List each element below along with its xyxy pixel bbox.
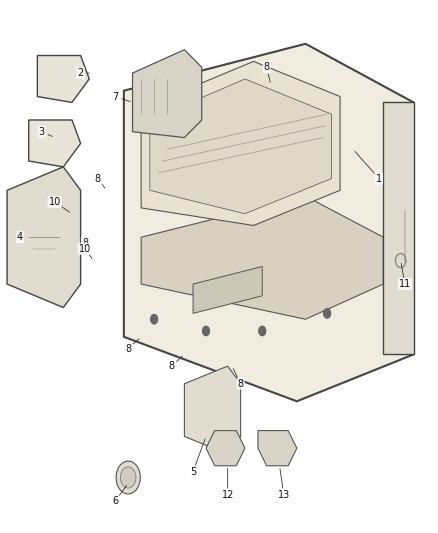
PathPatch shape (206, 431, 245, 466)
PathPatch shape (258, 431, 297, 466)
Circle shape (259, 326, 266, 336)
PathPatch shape (383, 102, 413, 354)
Circle shape (324, 309, 331, 318)
Text: 8: 8 (82, 238, 88, 248)
Text: 1: 1 (376, 174, 382, 183)
Text: 8: 8 (168, 361, 174, 371)
Text: 8: 8 (95, 174, 101, 183)
PathPatch shape (133, 50, 202, 138)
Text: 8: 8 (237, 379, 244, 389)
Text: 13: 13 (278, 490, 290, 500)
Circle shape (116, 461, 140, 494)
Circle shape (120, 467, 136, 488)
Text: 2: 2 (78, 68, 84, 78)
Text: 4: 4 (17, 232, 23, 242)
PathPatch shape (141, 61, 340, 225)
Circle shape (151, 314, 158, 324)
PathPatch shape (141, 196, 383, 319)
Text: 10: 10 (79, 244, 91, 254)
Text: 12: 12 (222, 490, 234, 500)
PathPatch shape (150, 79, 332, 214)
Text: 8: 8 (264, 62, 270, 72)
PathPatch shape (193, 266, 262, 313)
PathPatch shape (29, 120, 81, 167)
Text: 11: 11 (399, 279, 411, 289)
Text: 7: 7 (112, 92, 118, 102)
Text: 5: 5 (190, 466, 196, 477)
PathPatch shape (124, 44, 413, 401)
Text: 3: 3 (39, 127, 45, 136)
Text: 10: 10 (49, 197, 61, 207)
PathPatch shape (37, 55, 89, 102)
Text: 6: 6 (112, 496, 118, 506)
Circle shape (202, 326, 209, 336)
PathPatch shape (184, 366, 240, 454)
PathPatch shape (7, 167, 81, 308)
Text: 8: 8 (125, 344, 131, 353)
